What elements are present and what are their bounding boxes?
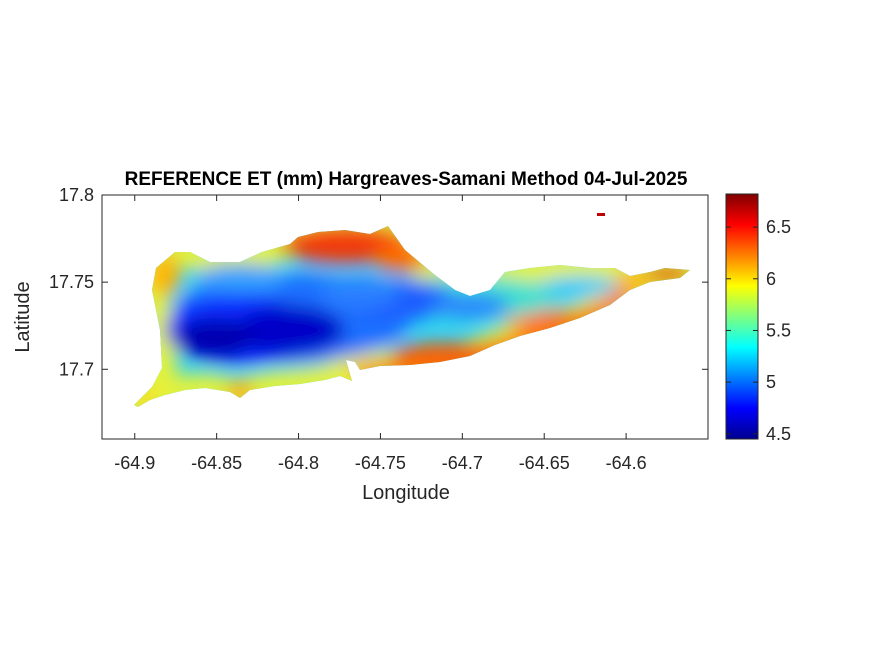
x-axis-label: Longitude	[362, 482, 450, 504]
colorbar-tick-label: 6	[766, 269, 776, 289]
x-tick-label: -64.75	[355, 453, 406, 473]
x-axis-ticks: -64.9 -64.85 -64.8 -64.75 -64.7 -64.65 -64.6	[114, 195, 647, 473]
x-tick-label: -64.8	[278, 453, 319, 473]
x-tick-label: -64.65	[519, 453, 570, 473]
chart-title: REFERENCE ET (mm) Hargreaves-Samani Meth…	[125, 169, 688, 190]
y-axis-ticks: 17.7 17.75 17.8	[49, 185, 708, 379]
x-tick-label: -64.6	[606, 453, 647, 473]
colorbar-tick-label: 5	[766, 372, 776, 392]
y-axis-label: Latitude	[12, 281, 34, 352]
x-tick-label: -64.85	[191, 453, 242, 473]
y-tick-label: 17.8	[59, 185, 94, 205]
y-tick-label: 17.75	[49, 272, 94, 292]
colorbar-tick-label: 6.5	[766, 217, 791, 237]
plot-frame	[101, 194, 709, 440]
islet-marker	[597, 213, 605, 216]
x-tick-label: -64.9	[114, 453, 155, 473]
colorbar-ticks: 4.5 5 5.5 6 6.5	[726, 217, 791, 444]
x-tick-label: -64.7	[442, 453, 483, 473]
colorbar	[726, 194, 758, 439]
colorbar-frame	[725, 193, 759, 440]
y-tick-label: 17.7	[59, 359, 94, 379]
colorbar-tick-label: 4.5	[766, 424, 791, 444]
colorbar-tick-label: 5.5	[766, 320, 791, 340]
